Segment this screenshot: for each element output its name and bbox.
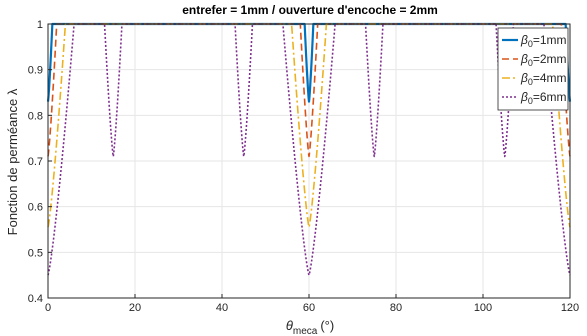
legend-label-subscript: 0 (528, 58, 533, 68)
y-tick-label: 1 (37, 19, 43, 31)
legend-label-subscript: 0 (528, 39, 533, 49)
legend-label-4: β0=6mm (520, 90, 567, 106)
legend-label-subscript: 0 (528, 77, 533, 87)
legend-box (497, 27, 569, 111)
legend-label-suffix: =6mm (533, 90, 567, 104)
legend-label-suffix: =4mm (533, 71, 567, 85)
y-tick-label: 0.4 (28, 293, 43, 305)
y-axis-ticks: 0.4 0.5 0.6 0.7 0.8 0.9 1 (28, 19, 52, 305)
x-axis-label-subscript: meca (293, 326, 318, 336)
legend-label-symbol: β (520, 52, 528, 66)
legend-label-2: β0=2mm (520, 52, 567, 68)
x-axis-label-symbol: θ (286, 318, 293, 333)
y-axis-label: Fonction de perméance λ (5, 88, 20, 235)
legend-label-1: β0=1mm (520, 33, 567, 49)
x-tick-label: 60 (303, 302, 315, 314)
legend-label-symbol: β (520, 90, 528, 104)
y-tick-label: 0.7 (28, 156, 43, 168)
legend-label-symbol: β (520, 71, 528, 85)
chart-title: entrefer = 1mm / ouverture d'encoche = 2… (182, 3, 438, 17)
x-tick-label: 0 (45, 302, 51, 314)
x-tick-label: 120 (561, 302, 579, 314)
y-tick-label: 0.6 (28, 202, 43, 214)
legend-label-3: β0=4mm (520, 71, 567, 87)
x-tick-label: 80 (390, 302, 402, 314)
legend-label-suffix: =1mm (533, 33, 567, 47)
x-axis-label-unit: (°) (320, 318, 334, 333)
y-tick-label: 0.9 (28, 65, 43, 77)
x-axis-ticks: 0 20 40 60 80 100 120 (45, 294, 579, 314)
x-tick-label: 40 (216, 302, 228, 314)
y-tick-label: 0.5 (28, 247, 43, 259)
legend-label-subscript: 0 (528, 96, 533, 106)
x-axis-label: θmeca (°) (286, 318, 334, 336)
legend-label-symbol: β (520, 33, 528, 47)
x-tick-label: 20 (129, 302, 141, 314)
y-tick-label: 0.8 (28, 110, 43, 122)
x-tick-label: 100 (474, 302, 492, 314)
legend-label-suffix: =2mm (533, 52, 567, 66)
